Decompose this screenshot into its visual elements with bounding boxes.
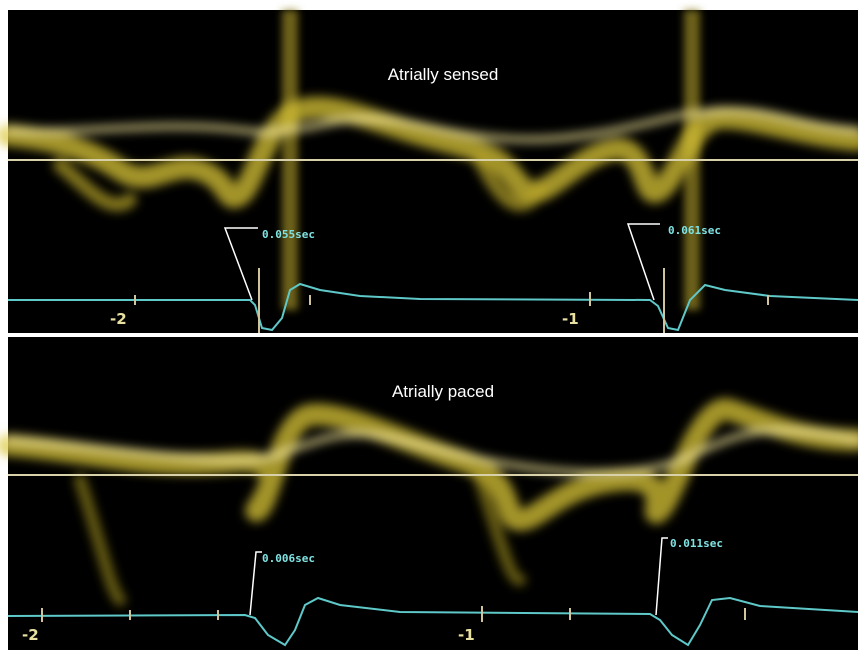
panel-title: Atrially paced: [392, 382, 494, 401]
interval-label: 0.061sec: [668, 224, 721, 237]
interval-label: 0.006sec: [262, 552, 315, 565]
interval-label: 0.011sec: [670, 537, 723, 550]
interval-label: 0.055sec: [262, 228, 315, 241]
axis-label: -1: [562, 310, 579, 328]
axis-label: -2: [22, 626, 39, 644]
panel-paced: Atrially paced 0.006sec 0.011sec -2 -1: [8, 337, 858, 650]
axis-label: -1: [458, 626, 475, 644]
axis-label: -2: [110, 310, 127, 328]
echo-screenshot: Atrially sensed 0.055sec 0.061sec -2 -1 …: [0, 0, 858, 650]
panel-sensed: Atrially sensed 0.055sec 0.061sec -2 -1: [8, 10, 858, 333]
panel-title: Atrially sensed: [388, 65, 499, 84]
